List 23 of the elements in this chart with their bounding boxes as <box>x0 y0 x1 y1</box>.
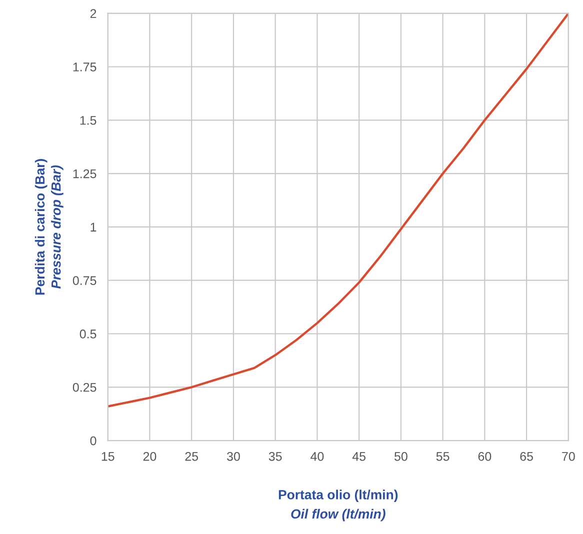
x-tick-label: 30 <box>226 452 240 461</box>
x-tick-label: 15 <box>102 452 114 461</box>
x-tick-label: 60 <box>478 452 492 461</box>
x-tick-label: 55 <box>436 452 450 461</box>
x-tick-label: 50 <box>394 452 408 461</box>
y-tick-label: 0 <box>90 436 96 446</box>
x-tick-label: 35 <box>268 452 282 461</box>
x-tick-label: 70 <box>562 452 575 461</box>
y-tick-label: 1.25 <box>73 169 96 178</box>
y-tick-label: 0.5 <box>80 330 96 338</box>
x-tick-label: 20 <box>143 452 156 461</box>
y-tick-label: 2 <box>90 9 96 18</box>
y-tick-label: 1.5 <box>80 116 96 125</box>
y-tick-label: 0.25 <box>72 382 96 392</box>
x-tick-label: 65 <box>520 452 533 461</box>
y-tick-label: 1.75 <box>73 62 96 72</box>
y-tick-label: 0.75 <box>72 276 96 285</box>
x-tick-label: 45 <box>352 452 366 461</box>
x-tick-label: 25 <box>185 452 198 461</box>
x-tick-label: 40 <box>310 452 324 461</box>
y-axis-title: Perdita di carico (Bar) Pressure drop (Bar) <box>34 159 64 295</box>
x-axis-title: Portata olio (lt/min) Oil flow (lt/min) <box>278 490 398 522</box>
y-tick-label: 1 <box>90 222 96 232</box>
